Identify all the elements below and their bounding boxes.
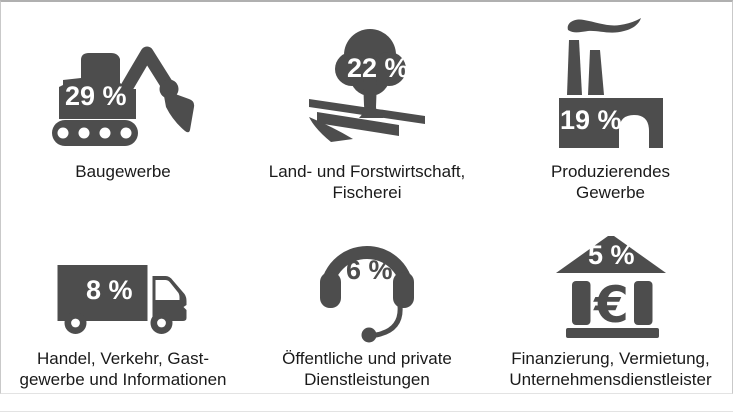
label-line-2: Gewerbe <box>576 183 645 202</box>
percent-value: 19 % <box>560 105 622 135</box>
sector-card-handel-verkehr: 8 % Handel, Verkehr, Gast- gewerbe und I… <box>1 206 245 410</box>
percent-value: 22 % <box>347 53 409 83</box>
percent-value: 29 % <box>65 81 127 111</box>
sector-label: Land- und Forstwirtschaft, Fischerei <box>245 161 489 203</box>
sector-label: Produzierendes Gewerbe <box>489 161 732 203</box>
euro-symbol: € <box>593 276 629 334</box>
percent-value: 5 % <box>588 240 635 270</box>
label-line-1: Handel, Verkehr, Gast- <box>37 349 209 368</box>
truck-icon <box>57 265 187 334</box>
sector-label: Handel, Verkehr, Gast- gewerbe und Infor… <box>1 348 245 390</box>
sector-label: Finanzierung, Vermietung, Unternehmensdi… <box>489 348 732 390</box>
label-line-2: Fischerei <box>332 183 402 202</box>
label-line-1: Finanzierung, Vermietung, <box>511 349 710 368</box>
percent-value: 8 % <box>86 275 133 305</box>
headset-icon <box>320 246 414 343</box>
bank-euro-icon: € <box>555 236 666 338</box>
factory-icon-wrap <box>558 18 664 148</box>
label-line-1: Produzierendes <box>550 162 671 181</box>
label-line-2: gewerbe und Informationen <box>19 370 227 389</box>
sector-card-dienstleistungen: 6 % Öffentliche und private Dienstleistu… <box>245 206 489 410</box>
sector-card-finanzierung: € 5 % Finanzierung, Vermietung, Unterneh… <box>489 206 732 410</box>
tree-field-icon-wrap <box>307 29 427 145</box>
sector-label: Öffentliche und private Dienstleistungen <box>245 348 489 390</box>
excavator-icon-wrap <box>49 43 197 150</box>
headset-icon-wrap <box>320 246 414 343</box>
label-line-1: Baugewerbe <box>75 162 171 181</box>
excavator-icon <box>52 46 195 146</box>
sector-label: Baugewerbe <box>1 161 245 182</box>
label-line-2: Dienstleistungen <box>304 370 430 389</box>
label-line-2: Unternehmensdienstleister <box>509 370 712 389</box>
sector-card-baugewerbe: 29 % Baugewerbe <box>1 2 245 206</box>
percent-value: 6 % <box>346 255 393 285</box>
truck-icon-wrap <box>56 263 191 334</box>
tree-field-icon <box>309 29 425 142</box>
sector-card-landwirtschaft: 22 % Land- und Forstwirtschaft, Fischere… <box>245 2 489 206</box>
bank-euro-icon-wrap: € <box>555 234 666 338</box>
label-line-1: Land- und Forstwirtschaft, <box>268 162 466 181</box>
factory-icon <box>558 18 663 148</box>
sector-card-produzierendes-gewerbe: 19 % Produzierendes Gewerbe <box>489 2 732 206</box>
label-line-1: Öffentliche und private <box>282 349 452 368</box>
